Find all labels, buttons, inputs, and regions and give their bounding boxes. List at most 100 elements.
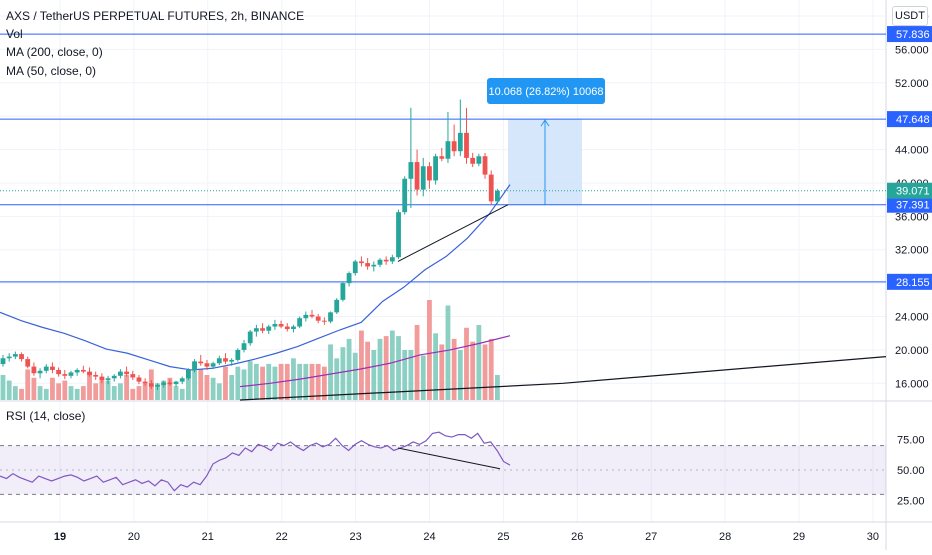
volume-bar — [204, 375, 210, 400]
candle-body[interactable] — [87, 371, 92, 375]
candle-body[interactable] — [365, 263, 371, 267]
candle-body[interactable] — [223, 358, 228, 362]
candle-body[interactable] — [445, 141, 451, 159]
volume-bar — [359, 330, 364, 400]
candle-body[interactable] — [420, 166, 426, 190]
candle-body[interactable] — [247, 331, 253, 344]
candle-body[interactable] — [272, 324, 278, 327]
candle-body[interactable] — [433, 156, 438, 181]
candle-body[interactable] — [315, 316, 321, 321]
candle-body[interactable] — [266, 326, 272, 331]
candle-body[interactable] — [321, 320, 327, 322]
candle-body[interactable] — [334, 299, 340, 313]
candle-body[interactable] — [297, 318, 303, 327]
candle-body[interactable] — [68, 372, 74, 376]
candle-body[interactable] — [451, 141, 457, 152]
candle-body[interactable] — [439, 156, 445, 159]
candle-body[interactable] — [377, 259, 383, 265]
candle-body[interactable] — [476, 156, 482, 164]
volume-bar — [12, 386, 18, 400]
candle-body[interactable] — [155, 384, 160, 387]
candle-body[interactable] — [482, 156, 488, 175]
legend-volume[interactable]: Vol — [6, 27, 23, 41]
candle-body[interactable] — [278, 324, 284, 327]
candle-body[interactable] — [12, 354, 18, 357]
candle-body[interactable] — [229, 359, 235, 362]
candle-body[interactable] — [464, 132, 469, 158]
candle-body[interactable] — [457, 132, 463, 152]
candle-body[interactable] — [396, 212, 401, 258]
candle-body[interactable] — [74, 369, 80, 373]
candle-body[interactable] — [253, 328, 259, 332]
candle-body[interactable] — [0, 358, 6, 365]
candle-body[interactable] — [371, 264, 377, 267]
candle-body[interactable] — [19, 354, 24, 360]
volume-bar — [377, 338, 383, 400]
candle-body[interactable] — [161, 382, 167, 385]
level-label: 47.648 — [896, 114, 930, 126]
candle-body[interactable] — [204, 363, 210, 367]
candle-body[interactable] — [130, 374, 136, 378]
candle-body[interactable] — [62, 374, 68, 376]
candle-body[interactable] — [346, 273, 352, 284]
candle-body[interactable] — [210, 363, 216, 367]
trendline-price[interactable] — [397, 204, 509, 262]
candle-body[interactable] — [284, 326, 290, 330]
time-tick-label: 19 — [54, 531, 66, 543]
candle-body[interactable] — [186, 369, 191, 379]
candle-body[interactable] — [136, 377, 142, 382]
candle-body[interactable] — [389, 257, 395, 262]
legend-ma200[interactable]: MA (200, close, 0) — [6, 45, 103, 59]
candle-body[interactable] — [309, 314, 315, 317]
candle-body[interactable] — [303, 314, 309, 319]
candle-body[interactable] — [105, 378, 111, 380]
rsi-legend[interactable]: RSI (14, close) — [6, 409, 86, 423]
candle-body[interactable] — [408, 162, 414, 179]
candle-body[interactable] — [488, 174, 494, 202]
candle-body[interactable] — [99, 376, 105, 380]
candle-body[interactable] — [402, 178, 408, 213]
candle-body[interactable] — [470, 157, 476, 164]
candle-body[interactable] — [198, 361, 204, 364]
candle-body[interactable] — [31, 366, 37, 374]
candle-body[interactable] — [383, 259, 389, 262]
candle-body[interactable] — [427, 166, 432, 181]
candle-body[interactable] — [173, 381, 179, 385]
time-tick-label: 25 — [497, 531, 509, 543]
candle-body[interactable] — [80, 369, 86, 372]
candle-body[interactable] — [495, 190, 500, 202]
candle-body[interactable] — [352, 261, 358, 274]
candle-body[interactable] — [328, 312, 333, 322]
candle-body[interactable] — [6, 356, 12, 359]
volume-bar — [62, 380, 68, 400]
candle-body[interactable] — [25, 359, 31, 367]
candle-body[interactable] — [167, 382, 173, 385]
volume-bar — [25, 369, 31, 400]
legend-ma50[interactable]: MA (50, close, 0) — [6, 64, 97, 78]
candle-body[interactable] — [37, 370, 43, 374]
candle-body[interactable] — [414, 162, 420, 190]
time-tick-label: 30 — [867, 531, 879, 543]
candle-body[interactable] — [359, 261, 364, 264]
candle-body[interactable] — [260, 328, 265, 331]
rsi-line[interactable] — [0, 431, 511, 492]
candle-body[interactable] — [56, 369, 62, 375]
candle-body[interactable] — [179, 378, 185, 382]
candle-body[interactable] — [118, 371, 123, 376]
trendline-rsi[interactable] — [397, 447, 501, 470]
candle-body[interactable] — [148, 383, 154, 387]
candle-body[interactable] — [142, 381, 148, 384]
candle-body[interactable] — [235, 349, 241, 360]
candle-body[interactable] — [241, 343, 247, 350]
currency-button[interactable]: USDT — [892, 6, 928, 26]
candle-body[interactable] — [291, 326, 296, 330]
candle-body[interactable] — [124, 371, 129, 375]
candle-body[interactable] — [43, 366, 49, 371]
candle-body[interactable] — [192, 361, 197, 370]
candle-body[interactable] — [111, 375, 117, 379]
candle-body[interactable] — [340, 283, 346, 300]
candle-body[interactable] — [93, 374, 99, 377]
candle-body[interactable] — [50, 366, 55, 370]
candle-body[interactable] — [216, 358, 222, 364]
